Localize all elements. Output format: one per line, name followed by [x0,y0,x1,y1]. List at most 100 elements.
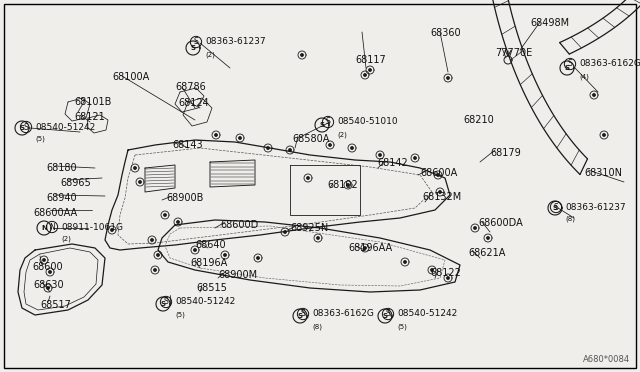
Circle shape [257,257,259,259]
Circle shape [267,147,269,149]
Circle shape [289,149,291,151]
Circle shape [47,287,49,289]
Circle shape [239,137,241,139]
Text: 68600A: 68600A [420,168,457,178]
Text: 68142: 68142 [377,158,408,168]
Circle shape [151,239,153,241]
Circle shape [364,247,366,249]
Text: S: S [194,38,198,46]
Text: S: S [326,118,330,126]
Text: 68180: 68180 [46,163,77,173]
Circle shape [157,254,159,256]
Text: 08363-6162G: 08363-6162G [579,60,640,68]
Text: 68600AA: 68600AA [33,208,77,218]
Circle shape [329,144,332,146]
Text: 68515: 68515 [196,283,227,293]
Circle shape [43,259,45,261]
Text: 08911-1061G: 08911-1061G [61,222,123,231]
Text: (8): (8) [312,323,322,330]
Circle shape [364,74,366,76]
Text: S: S [386,310,390,318]
Text: S: S [383,313,387,319]
Text: 68621A: 68621A [468,248,506,258]
Text: 68498M: 68498M [530,18,569,28]
Text: 68600: 68600 [32,262,63,272]
Text: 77770E: 77770E [495,48,532,58]
Text: (5): (5) [35,136,45,142]
Text: S: S [24,122,28,131]
Circle shape [224,254,226,256]
Circle shape [134,167,136,169]
Text: 68179: 68179 [490,148,521,158]
Text: (5): (5) [397,323,407,330]
Circle shape [369,69,371,71]
Text: S: S [319,122,324,128]
Text: N: N [49,222,55,231]
Text: 68124: 68124 [178,98,209,108]
Circle shape [351,147,353,149]
Text: 68143: 68143 [172,140,203,150]
Text: (2): (2) [61,236,71,243]
Text: S: S [19,125,24,131]
Circle shape [439,191,441,193]
Circle shape [194,249,196,251]
Circle shape [49,271,51,273]
Text: S: S [191,45,195,51]
Text: 68900B: 68900B [166,193,204,203]
Text: 08540-51242: 08540-51242 [35,122,95,131]
Circle shape [164,214,166,216]
Circle shape [317,237,319,239]
Text: 08540-51010: 08540-51010 [337,118,397,126]
Text: 68965: 68965 [60,178,91,188]
Text: 08363-61237: 08363-61237 [565,202,626,212]
Text: 68100A: 68100A [112,72,149,82]
Text: 68640: 68640 [195,240,226,250]
Circle shape [139,181,141,183]
Text: 68101B: 68101B [74,97,111,107]
Text: N: N [41,225,47,231]
Circle shape [307,177,309,179]
Text: (2): (2) [337,131,347,138]
Text: 08540-51242: 08540-51242 [397,310,457,318]
Text: S: S [554,202,558,212]
Text: 68940: 68940 [46,193,77,203]
Circle shape [436,174,439,176]
Text: S: S [161,301,166,307]
Circle shape [111,229,113,231]
Text: S: S [564,65,570,71]
Text: 68196A: 68196A [190,258,227,268]
Circle shape [593,94,595,96]
Text: 68132M: 68132M [422,192,461,202]
Text: 68580A: 68580A [292,134,330,144]
Text: 08363-61237: 08363-61237 [205,38,266,46]
Text: 68786: 68786 [175,82,205,92]
Text: S: S [164,298,168,307]
Text: (5): (5) [175,311,185,317]
Text: 68102: 68102 [327,180,358,190]
Circle shape [447,277,449,279]
Circle shape [301,54,303,56]
Text: S: S [301,310,305,318]
Circle shape [177,221,179,223]
Text: (4): (4) [579,73,589,80]
Circle shape [284,231,286,233]
Circle shape [154,269,156,271]
Text: 68600DA: 68600DA [478,218,523,228]
Text: S: S [298,313,303,319]
Text: (8): (8) [565,216,575,222]
Text: 68117: 68117 [355,55,386,65]
Text: 68210: 68210 [463,115,493,125]
Circle shape [379,154,381,156]
Text: 68196AA: 68196AA [348,243,392,253]
Text: 08363-6162G: 08363-6162G [312,310,374,318]
Circle shape [603,134,605,136]
Circle shape [414,157,416,159]
Text: S: S [568,60,572,68]
Circle shape [474,227,476,229]
Text: S: S [552,205,557,211]
Text: 68630: 68630 [33,280,63,290]
Circle shape [404,261,406,263]
Circle shape [447,77,449,79]
Text: 68925N: 68925N [290,223,328,233]
Text: 08540-51242: 08540-51242 [175,298,236,307]
